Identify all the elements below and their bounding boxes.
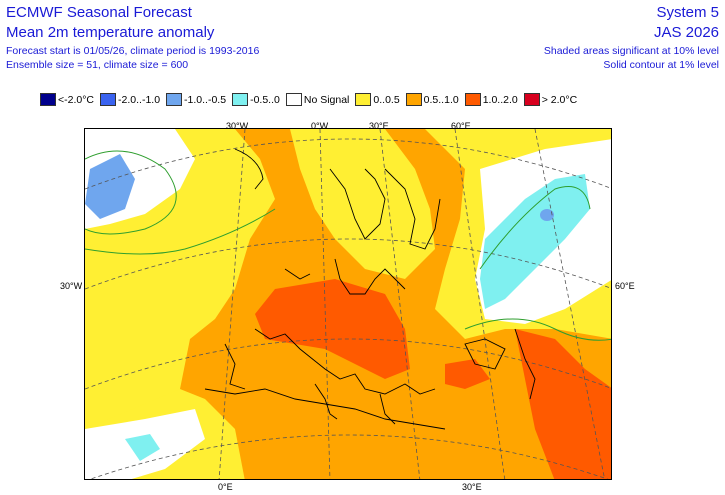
legend-label: No Signal — [303, 93, 350, 106]
legend-label: -2.0..-1.0 — [118, 93, 161, 106]
legend: <-2.0°C -2.0..-1.0 -1.0..-0.5 -0.5..0 No… — [40, 93, 583, 106]
grid-label-bottom-30e: 30°E — [462, 482, 482, 492]
coastline-iceland — [234, 148, 264, 190]
coastline-greece — [379, 393, 396, 425]
region-cool-east — [480, 174, 590, 309]
coastline-caspian — [514, 328, 536, 400]
legend-swatch — [464, 93, 481, 106]
coastline-baltic — [384, 168, 441, 250]
legend-item: -2.0..-1.0 — [100, 93, 160, 106]
grid-label-left-30w: 30°W — [60, 281, 83, 291]
legend-swatch — [355, 93, 372, 106]
contour-note: Solid contour at 1% level — [603, 59, 719, 71]
system-label: System 5 — [656, 4, 719, 21]
grid-label-right-60e: 60°E — [615, 281, 635, 291]
contour-line — [479, 186, 591, 270]
region-cool-northwest — [85, 154, 135, 219]
meridian-line — [379, 129, 421, 479]
region-cool-southwest — [125, 434, 160, 461]
legend-item: 0..0.5 — [355, 93, 400, 106]
legend-item: > 2.0°C — [523, 93, 578, 106]
coastlines — [204, 148, 536, 430]
grid-label-top-0w: 0°W — [311, 121, 329, 131]
legend-item: 0.5..1.0 — [405, 93, 459, 106]
parallel-line — [85, 238, 611, 290]
coastline-scandinavia — [329, 168, 386, 240]
legend-item: 1.0..2.0 — [464, 93, 518, 106]
meridian-line — [319, 129, 331, 479]
forecast-info: Forecast start is 01/05/26, climate peri… — [6, 45, 260, 57]
ensemble-info: Ensemble size = 51, climate size = 600 — [6, 59, 189, 71]
period-label: JAS 2026 — [653, 24, 719, 41]
legend-swatch — [405, 93, 422, 106]
legend-item: No Signal — [285, 93, 350, 106]
title: ECMWF Seasonal Forecast — [6, 4, 192, 21]
coastline-mediterranean-north — [254, 328, 436, 395]
parallel-line — [85, 338, 611, 390]
legend-label: -1.0..-0.5 — [184, 93, 227, 106]
anomaly-map — [84, 128, 612, 480]
contour-line — [85, 208, 276, 255]
parallel-line — [85, 138, 611, 190]
contour-line — [464, 318, 611, 341]
legend-swatch — [166, 93, 183, 106]
meridian-line — [218, 129, 246, 479]
legend-label: -0.5..0 — [250, 93, 280, 106]
legend-item: -1.0..-0.5 — [166, 93, 226, 106]
meridian-line — [534, 129, 606, 479]
legend-label: <-2.0°C — [58, 93, 95, 106]
graticule — [85, 129, 611, 479]
region-strong-warm-central — [255, 279, 410, 379]
grid-label-top-60e: 60°E — [451, 121, 471, 131]
coastline-north-africa — [204, 388, 446, 430]
grid-label-top-30w: 30°W — [226, 121, 249, 131]
subtitle: Mean 2m temperature anomaly — [6, 24, 215, 41]
shaded-note: Shaded areas significant at 10% level — [543, 45, 719, 57]
legend-swatch — [40, 93, 56, 106]
grid-label-bottom-0e: 0°E — [218, 482, 233, 492]
legend-label: 0..0.5 — [373, 93, 400, 106]
coastline-iberia — [224, 343, 246, 390]
legend-item: <-2.0°C — [40, 93, 94, 106]
coastline-northsea — [334, 258, 406, 295]
coastline-italy — [314, 383, 338, 420]
region-weak-warm-north — [290, 129, 435, 279]
legend-swatch — [232, 93, 249, 106]
grid-label-top-30e: 30°E — [369, 121, 389, 131]
region-strong-warm-southeast — [515, 329, 611, 479]
region-strong-warm-spot — [445, 359, 490, 389]
significance-contours — [85, 150, 611, 341]
legend-swatch — [100, 93, 117, 106]
legend-label: 0.5..1.0 — [423, 93, 459, 106]
parallel-line — [89, 434, 609, 479]
coastline-black-sea — [464, 338, 506, 370]
contour-line — [85, 150, 177, 235]
coastline-british-isles — [284, 268, 311, 280]
legend-swatch — [285, 93, 302, 106]
legend-label: 1.0..2.0 — [482, 93, 518, 106]
legend-item: -0.5..0 — [232, 93, 280, 106]
map-canvas — [85, 129, 611, 479]
legend-label: > 2.0°C — [541, 93, 578, 106]
legend-swatch — [523, 93, 540, 106]
region-cooler-spot — [540, 209, 554, 221]
meridian-line — [454, 129, 506, 479]
